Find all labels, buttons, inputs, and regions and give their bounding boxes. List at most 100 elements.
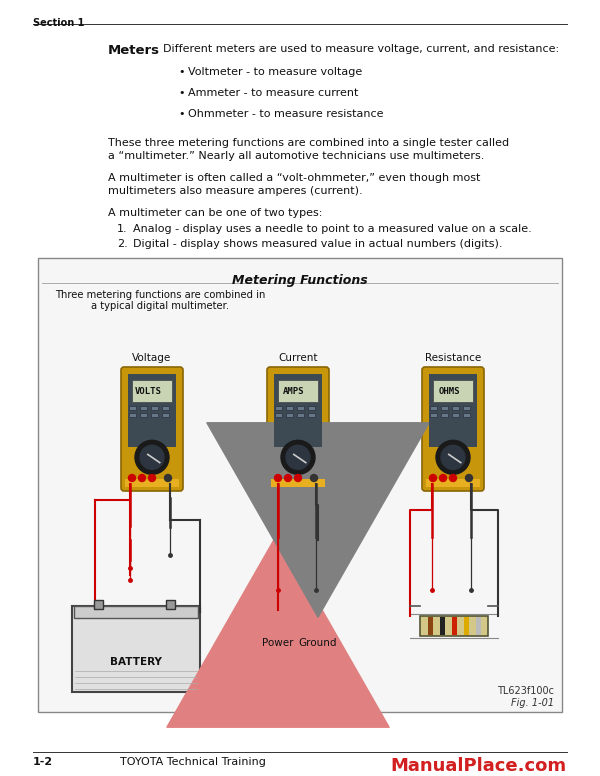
Bar bbox=[428, 617, 433, 635]
Circle shape bbox=[128, 474, 136, 481]
Bar bbox=[72, 606, 200, 692]
Text: 1-2: 1-2 bbox=[33, 757, 53, 767]
Bar bbox=[129, 406, 136, 410]
Text: Different meters are used to measure voltage, current, and resistance:: Different meters are used to measure vol… bbox=[163, 44, 559, 54]
Bar bbox=[275, 413, 282, 417]
Bar bbox=[38, 258, 562, 712]
Text: 2.: 2. bbox=[117, 239, 128, 249]
Text: BATTERY: BATTERY bbox=[110, 657, 162, 667]
Circle shape bbox=[149, 474, 155, 481]
Bar bbox=[308, 413, 315, 417]
Bar bbox=[271, 479, 325, 487]
Text: Resistance: Resistance bbox=[425, 353, 481, 363]
Circle shape bbox=[139, 474, 146, 481]
Bar bbox=[430, 406, 437, 410]
Text: Ohmmeter - to measure resistance: Ohmmeter - to measure resistance bbox=[188, 109, 383, 119]
Text: VOLTS: VOLTS bbox=[134, 386, 161, 396]
Text: Digital - display shows measured value in actual numbers (digits).: Digital - display shows measured value i… bbox=[133, 239, 503, 249]
Bar bbox=[151, 413, 158, 417]
Bar bbox=[151, 406, 158, 410]
Text: A multimeter can be one of two types:: A multimeter can be one of two types: bbox=[108, 208, 322, 218]
Bar bbox=[441, 413, 448, 417]
Bar bbox=[274, 374, 322, 447]
Bar bbox=[297, 413, 304, 417]
Text: Fig. 1-01: Fig. 1-01 bbox=[511, 698, 554, 708]
Circle shape bbox=[286, 445, 310, 469]
Circle shape bbox=[164, 474, 172, 481]
Text: Voltage: Voltage bbox=[133, 353, 172, 363]
Bar bbox=[429, 374, 477, 447]
Circle shape bbox=[140, 445, 164, 469]
Circle shape bbox=[275, 474, 281, 481]
Bar bbox=[128, 374, 176, 447]
Circle shape bbox=[439, 474, 446, 481]
Text: TL623f100c: TL623f100c bbox=[497, 686, 554, 696]
Text: Section 1: Section 1 bbox=[33, 18, 85, 28]
Bar bbox=[140, 406, 147, 410]
Bar bbox=[426, 479, 480, 487]
FancyBboxPatch shape bbox=[121, 367, 183, 491]
Bar bbox=[463, 413, 470, 417]
Bar bbox=[74, 606, 198, 618]
Bar bbox=[420, 616, 488, 636]
Text: 1.: 1. bbox=[117, 224, 128, 234]
Circle shape bbox=[311, 474, 317, 481]
Circle shape bbox=[295, 474, 302, 481]
Text: Metering Functions: Metering Functions bbox=[232, 274, 368, 287]
Bar bbox=[430, 413, 437, 417]
Text: Current: Current bbox=[278, 353, 318, 363]
Circle shape bbox=[430, 474, 437, 481]
Circle shape bbox=[436, 440, 470, 474]
Text: Meters: Meters bbox=[108, 44, 160, 57]
Text: ManualPlace.com: ManualPlace.com bbox=[390, 757, 566, 775]
Bar bbox=[129, 413, 136, 417]
Bar bbox=[440, 617, 445, 635]
Text: Power: Power bbox=[262, 638, 294, 648]
Text: A multimeter is often called a “volt-ohmmeter,” even though most: A multimeter is often called a “volt-ohm… bbox=[108, 173, 481, 183]
Text: AMPS: AMPS bbox=[283, 386, 305, 396]
Bar bbox=[162, 413, 169, 417]
Bar bbox=[433, 380, 473, 402]
Bar bbox=[452, 413, 459, 417]
Text: These three metering functions are combined into a single tester called: These three metering functions are combi… bbox=[108, 138, 509, 148]
Bar bbox=[140, 413, 147, 417]
Circle shape bbox=[449, 474, 457, 481]
Text: a typical digital multimeter.: a typical digital multimeter. bbox=[91, 301, 229, 311]
Bar bbox=[162, 406, 169, 410]
Text: multimeters also measure amperes (current).: multimeters also measure amperes (curren… bbox=[108, 186, 362, 196]
Bar bbox=[278, 380, 318, 402]
Bar bbox=[452, 617, 457, 635]
FancyBboxPatch shape bbox=[422, 367, 484, 491]
Text: Analog - display uses a needle to point to a measured value on a scale.: Analog - display uses a needle to point … bbox=[133, 224, 532, 234]
Circle shape bbox=[284, 474, 292, 481]
Bar bbox=[452, 406, 459, 410]
Text: OHMS: OHMS bbox=[438, 386, 460, 396]
Bar bbox=[286, 406, 293, 410]
Bar bbox=[464, 617, 469, 635]
Bar bbox=[132, 380, 172, 402]
Circle shape bbox=[281, 440, 315, 474]
Bar bbox=[441, 406, 448, 410]
Bar bbox=[166, 600, 175, 609]
Bar bbox=[297, 406, 304, 410]
Bar bbox=[125, 479, 179, 487]
FancyBboxPatch shape bbox=[267, 367, 329, 491]
Circle shape bbox=[441, 445, 465, 469]
Text: TOYOTA Technical Training: TOYOTA Technical Training bbox=[120, 757, 266, 767]
Bar bbox=[463, 406, 470, 410]
Circle shape bbox=[135, 440, 169, 474]
Bar bbox=[94, 600, 103, 609]
Bar bbox=[476, 617, 481, 635]
Text: Voltmeter - to measure voltage: Voltmeter - to measure voltage bbox=[188, 67, 362, 77]
Bar bbox=[275, 406, 282, 410]
Text: Ammeter - to measure current: Ammeter - to measure current bbox=[188, 88, 358, 98]
Text: a “multimeter.” Nearly all automotive technicians use multimeters.: a “multimeter.” Nearly all automotive te… bbox=[108, 151, 484, 161]
Text: •: • bbox=[178, 88, 185, 98]
Text: Ground: Ground bbox=[299, 638, 337, 648]
Text: •: • bbox=[178, 109, 185, 119]
Bar bbox=[308, 406, 315, 410]
Text: Three metering functions are combined in: Three metering functions are combined in bbox=[55, 290, 265, 300]
Bar bbox=[286, 413, 293, 417]
Circle shape bbox=[466, 474, 473, 481]
Text: •: • bbox=[178, 67, 185, 77]
